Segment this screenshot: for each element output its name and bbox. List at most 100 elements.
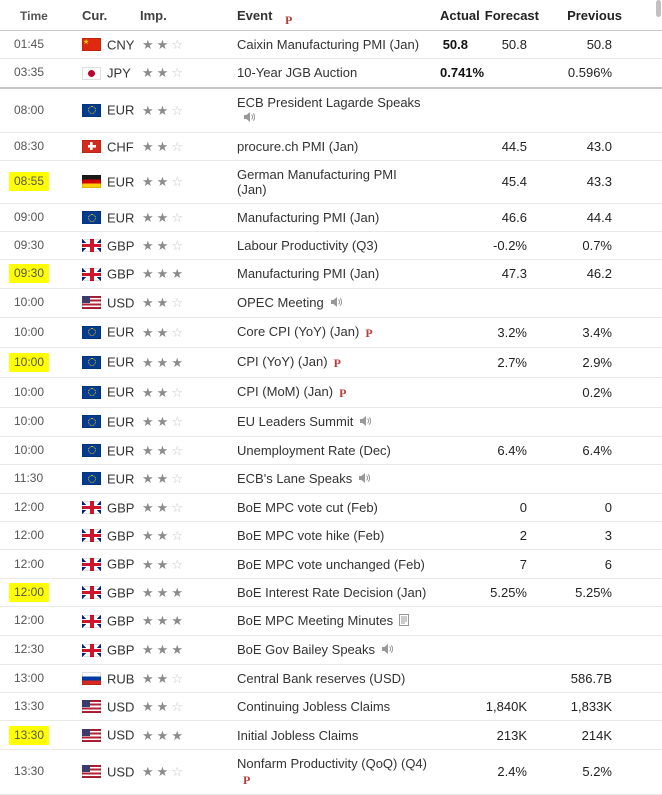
event-link[interactable]: Unemployment Rate (Dec) [237, 442, 391, 458]
currency-cell: EUR [68, 377, 140, 408]
eu-flag-icon [82, 415, 101, 429]
forecast-value: 6.4% [478, 436, 545, 465]
table-row: 13:30 USD ★ ★ ☆ Continuing Jobless Claims 1,84… [0, 692, 662, 722]
currency-cell: GBP [68, 231, 140, 261]
event-link[interactable]: Continuing Jobless Claims [237, 699, 391, 715]
event-link[interactable]: Labour Productivity (Q3) [237, 238, 378, 254]
forecast-value: 213K [478, 720, 545, 750]
table-row: 12:00 GBP ★ ★ ☆ BoE MPC vote hike (Feb) 2 3 [0, 521, 662, 551]
eu-flag-icon [82, 325, 101, 339]
currency-cell: GBP [68, 521, 140, 551]
event-cell: Nonfarm Productivity (QoQ) (Q4) P [235, 749, 438, 795]
event-link[interactable]: BoE Gov Bailey Speaks [237, 641, 376, 657]
importance-cell: ★ ★ ☆ [140, 203, 235, 233]
event-link[interactable]: Core CPI (YoY) (Jan) [237, 323, 360, 339]
event-link[interactable]: Caixin Manufacturing PMI (Jan) [237, 37, 420, 53]
eu-flag-icon [82, 385, 101, 399]
table-header-row: Time Cur. Imp. Event P Actual Forecast P… [0, 0, 662, 31]
actual-value [438, 549, 478, 579]
importance-cell: ★ ★ ☆ [140, 407, 235, 437]
importance-cell: ★ ★ ☆ [140, 493, 235, 523]
previous-value [545, 86, 662, 133]
event-link[interactable]: OPEC Meeting [237, 294, 324, 310]
importance-star: ☆ [171, 238, 183, 254]
currency-code: GBP [107, 642, 135, 658]
eu-flag-icon [82, 103, 101, 117]
event-link[interactable]: BoE MPC Meeting Minutes [237, 612, 394, 628]
importance-star: ☆ [171, 471, 183, 487]
importance-star: ☆ [171, 699, 183, 715]
importance-star: ★ [142, 324, 154, 340]
forecast-value [478, 377, 545, 408]
previous-value: 43.0 [545, 132, 662, 161]
forecast-value: 0 [478, 493, 545, 523]
event-time-cell: 10:00 [0, 317, 68, 348]
importance-cell: ★ ★ ☆ [140, 160, 235, 204]
importance-cell: ★ ★ ☆ [140, 436, 235, 465]
event-link[interactable]: Manufacturing PMI (Jan) [237, 209, 380, 225]
event-link[interactable]: Initial Jobless Claims [237, 727, 359, 743]
forecast-value: 3.2% [478, 317, 545, 348]
previous-value: 50.8 [545, 30, 662, 60]
forecast-value [478, 58, 545, 89]
event-link[interactable]: procure.ch PMI (Jan) [237, 138, 359, 154]
event-link[interactable]: BoE Interest Rate Decision (Jan) [237, 584, 427, 600]
table-row: 10:00 EUR ★ ★ ☆ EU Leaders Summit [0, 407, 662, 437]
importance-cell: ★ ★ ☆ [140, 58, 235, 89]
importance-star: ★ [142, 584, 154, 600]
importance-star: ☆ [171, 528, 183, 544]
event-time: 12:00 [14, 528, 45, 543]
actual-value [438, 317, 478, 348]
event-link[interactable]: German Manufacturing PMI (Jan) [237, 166, 397, 197]
event-link[interactable]: 10-Year JGB Auction [237, 65, 358, 81]
event-link[interactable]: ECB's Lane Speaks [237, 470, 353, 486]
importance-star: ★ [142, 138, 154, 154]
col-header-actual: Actual [438, 0, 480, 31]
actual-value [438, 436, 478, 465]
event-time-cell: 12:00 [0, 578, 68, 607]
table-row: 12:00 GBP ★ ★ ☆ BoE MPC vote unchanged (Feb) 7… [0, 549, 662, 579]
currency-code: GBP [107, 266, 135, 282]
event-cell: BoE Interest Rate Decision (Jan) [235, 578, 438, 607]
forecast-value: 50.8 [478, 30, 545, 60]
previous-value: 0.2% [545, 377, 662, 408]
importance-star: ★ [142, 174, 154, 190]
event-cell: EU Leaders Summit [235, 407, 438, 437]
previous-value: 3 [545, 521, 662, 551]
importance-star: ★ [142, 354, 154, 370]
event-link[interactable]: BoE MPC vote cut (Feb) [237, 499, 378, 515]
scrollbar-thumb[interactable] [656, 0, 661, 17]
forecast-value [478, 288, 545, 318]
event-cell: German Manufacturing PMI (Jan) [235, 160, 438, 204]
currency-cell: CHF [68, 132, 140, 161]
ch-flag-icon [82, 139, 101, 153]
gb-flag-icon [82, 267, 101, 281]
event-link[interactable]: EU Leaders Summit [237, 413, 354, 429]
preliminary-icon: P [243, 772, 251, 787]
event-link[interactable]: Manufacturing PMI (Jan) [237, 266, 380, 282]
event-link[interactable]: ECB President Lagarde Speaks [237, 94, 421, 110]
currency-cell: JPY [68, 58, 140, 89]
previous-value [545, 288, 662, 318]
event-time-cell: 12:00 [0, 606, 68, 636]
event-cell: Labour Productivity (Q3) [235, 231, 438, 261]
gb-flag-icon [82, 501, 101, 515]
event-link[interactable]: Central Bank reserves (USD) [237, 671, 406, 687]
eu-flag-icon [82, 355, 101, 369]
event-time: 08:30 [14, 138, 45, 153]
cn-flag-icon [82, 38, 101, 52]
us-flag-icon [82, 296, 101, 310]
event-link[interactable]: BoE MPC vote unchanged (Feb) [237, 556, 425, 572]
event-link[interactable]: Nonfarm Productivity (QoQ) (Q4) [237, 755, 427, 771]
event-link[interactable]: BoE MPC vote hike (Feb) [237, 528, 385, 544]
col-header-event: Event P [235, 0, 438, 31]
event-link[interactable]: CPI (YoY) (Jan) [237, 353, 328, 369]
event-link[interactable]: CPI (MoM) (Jan) [237, 383, 334, 399]
speaker-icon [381, 643, 394, 658]
event-cell: Unemployment Rate (Dec) [235, 436, 438, 465]
event-time-cell: 08:00 [0, 86, 68, 133]
importance-cell: ★ ★ ☆ [140, 86, 235, 133]
table-row: 09:00 EUR ★ ★ ☆ Manufacturing PMI (Jan) 46.6 44… [0, 203, 662, 233]
table-row: 08:30 CHF ★ ★ ☆ procure.ch PMI (Jan) 44.5 43.0 [0, 132, 662, 161]
forecast-value: -0.2% [478, 231, 545, 261]
